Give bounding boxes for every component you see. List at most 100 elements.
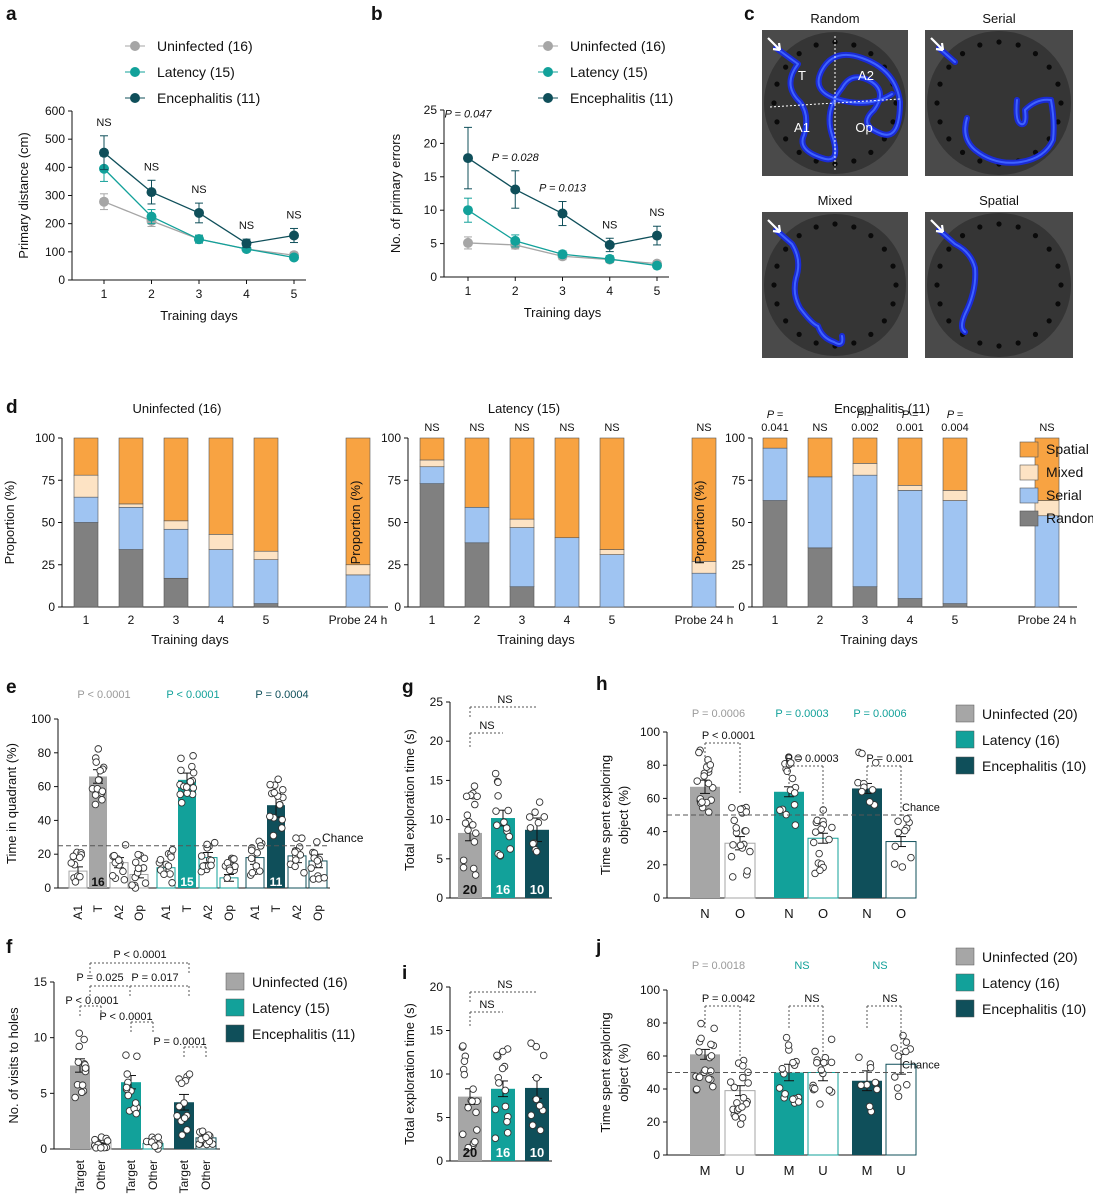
data-point-a	[194, 234, 204, 245]
data-dot-e	[255, 867, 264, 875]
stacked-bar-spatial	[118, 437, 144, 505]
stacked-bar-spatial	[807, 437, 833, 478]
stacked-bar-mixed	[599, 549, 625, 555]
y-axis-f-label: No. of visits to holes	[6, 1007, 21, 1124]
x-tick-label-e: A2	[290, 905, 304, 920]
data-dot-g	[493, 821, 501, 830]
data-dot-h	[698, 798, 706, 806]
y-axis-b-tick-label: 10	[424, 203, 438, 217]
stacked-bar-mixed	[253, 550, 279, 560]
data-dot-e	[226, 866, 234, 874]
data-dot-j	[817, 1066, 826, 1074]
data-dot-f	[154, 1133, 163, 1141]
data-dot-j	[894, 1052, 903, 1060]
legend-label-h: Latency (16)	[982, 732, 1060, 748]
maze-hole	[934, 282, 940, 288]
data-dot-g	[540, 813, 549, 821]
legend-label-a: Latency (15)	[157, 64, 235, 80]
maze-hole	[881, 318, 887, 324]
legend-label-b: Latency (15)	[570, 64, 648, 80]
stacked-bar-serial	[118, 506, 144, 550]
data-dot-j	[707, 1052, 716, 1060]
data-dot-h	[727, 852, 736, 861]
data-dot-h	[794, 754, 802, 762]
maze-image	[764, 214, 906, 356]
data-dot-e	[115, 856, 123, 864]
data-point-a	[289, 230, 299, 241]
comparison-label-j: NS	[804, 993, 819, 1005]
y-label-h: object (%)	[616, 786, 631, 845]
data-dot-j	[890, 1044, 899, 1052]
data-dot-h	[809, 838, 818, 847]
legend-swatch-d	[1019, 510, 1039, 527]
quadrant-label: A2	[858, 68, 874, 83]
x-tick-label-j: U	[896, 1163, 905, 1178]
y-axis-f-tick-label: 0	[40, 1142, 47, 1156]
data-dot-i	[469, 1085, 477, 1093]
maze-hole	[1046, 64, 1052, 70]
data-dot-j	[782, 1033, 791, 1042]
data-point-a	[99, 147, 109, 158]
data-dot-f	[177, 1079, 186, 1088]
comparison-label-j: NS	[882, 993, 897, 1005]
data-dot-i	[501, 1086, 510, 1095]
y-axis-g-tick-label: 20	[430, 734, 444, 748]
data-dot-g	[461, 819, 470, 827]
data-dot-h	[736, 841, 745, 850]
maze-hole	[977, 158, 983, 164]
y-axis-d-tick-label: 50	[388, 516, 402, 530]
data-dot-e	[167, 853, 175, 861]
data-dot-f	[131, 1099, 140, 1107]
x-tick-label-d: Probe 24 h	[675, 613, 734, 627]
data-dot-e	[252, 862, 260, 870]
maze-hole	[996, 39, 1002, 45]
data-dot-j	[894, 1092, 903, 1101]
data-dot-g	[506, 845, 515, 853]
data-dot-j	[789, 1058, 797, 1067]
data-dot-e	[266, 812, 274, 821]
data-point-a	[194, 207, 204, 218]
data-dot-e	[189, 752, 197, 760]
trajectory-core	[775, 47, 901, 161]
legend-label-f: Uninfected (16)	[252, 974, 348, 990]
legend-marker-a	[130, 41, 140, 51]
data-dot-e	[140, 854, 149, 863]
data-dot-e	[75, 853, 84, 862]
comparison-label-i: NS	[479, 999, 494, 1011]
x-label-b: Training days	[524, 305, 602, 320]
maze-hole	[959, 149, 966, 155]
data-dot-j	[705, 1075, 713, 1083]
stacked-bar-serial	[599, 554, 625, 608]
stack-annotation: P =	[947, 409, 964, 421]
stack-group-title: Latency (15)	[488, 401, 560, 416]
legend-label-a: Encephalitis (11)	[157, 90, 260, 106]
y-axis-a-tick-label: 100	[45, 245, 65, 259]
quadrant-label: A1	[794, 120, 810, 135]
y-axis-g-tick-label: 5	[436, 852, 443, 866]
y-label-h: Time spent exploring	[598, 755, 613, 875]
data-dot-j	[827, 1035, 836, 1044]
stacked-bar-random	[852, 586, 878, 608]
bar-e	[178, 779, 196, 888]
y-axis-f-tick-label: 15	[34, 975, 48, 989]
data-dot-h	[858, 749, 866, 758]
x-tick-label-h: O	[818, 906, 828, 921]
maze-hole	[937, 263, 943, 269]
x-tick-label-a: 5	[291, 287, 298, 301]
y-axis-i-tick-label: 15	[430, 1024, 444, 1038]
maze-hole	[851, 158, 857, 164]
data-dot-h	[907, 853, 915, 862]
data-dot-h	[736, 805, 745, 813]
data-dot-j	[707, 1040, 715, 1049]
data-dot-j	[827, 1058, 836, 1067]
data-point-b	[652, 230, 662, 241]
data-dot-e	[121, 841, 130, 849]
stacked-bar-serial	[253, 559, 279, 604]
y-axis-e-tick-label: 60	[38, 780, 52, 794]
data-dot-j	[899, 1031, 907, 1040]
x-tick-label-b: 4	[606, 284, 613, 298]
stacked-bar-serial	[897, 490, 923, 599]
bar-f	[70, 1065, 90, 1149]
maze-hole	[996, 343, 1002, 349]
data-dot-f	[180, 1099, 188, 1107]
